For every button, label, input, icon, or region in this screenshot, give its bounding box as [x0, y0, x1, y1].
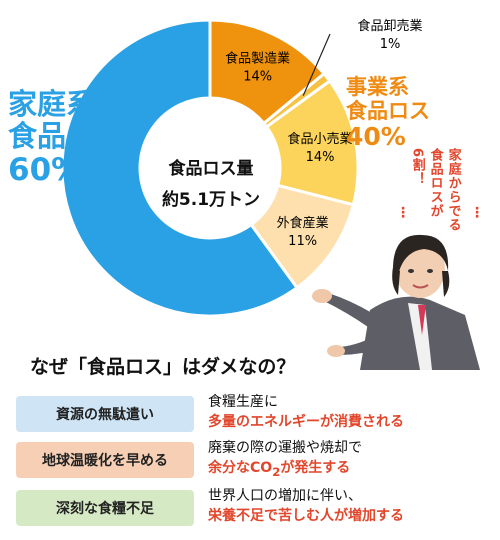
business-percent: 40% — [346, 122, 406, 152]
center-title: 食品ロス量 — [168, 159, 254, 179]
reason-2-line2-sub: 2 — [272, 465, 281, 480]
household-percent: 60% — [8, 151, 83, 188]
business-line1: 事業系 — [346, 75, 409, 99]
slice-name-3: 食品小売業 — [288, 131, 353, 147]
slice-value-3: 14% — [306, 150, 335, 165]
reason-row-2: 地球温暖化を早める 廃棄の際の運搬や焼却で 余分なCO2が発生する — [16, 438, 496, 482]
question-heading: なぜ「食品ロス」はダメなの？ — [30, 356, 296, 378]
slice-value-4: 11% — [288, 234, 317, 249]
speech-line3: 6割！ — [409, 148, 425, 187]
speech-line1: 家庭からでる — [445, 148, 461, 232]
slice-value-2: 1% — [380, 37, 401, 52]
reason-1-line2: 多量のエネルギーが消費される — [208, 414, 404, 431]
reason-label-2: 地球温暖化を早める — [16, 442, 194, 478]
center-amount: 約5.1万トン — [161, 190, 261, 210]
reason-1-line1: 食糧生産に — [208, 394, 278, 410]
reason-3-line2: 栄養不足で苦しむ人が増加する — [208, 508, 404, 525]
reason-text-2: 廃棄の際の運搬や焼却で 余分なCO2が発生する — [208, 438, 362, 481]
reason-2-line2-b: が発生する — [280, 460, 351, 477]
household-line2: 食品ロス — [8, 119, 125, 154]
reason-2-line2-a: 余分なCO — [208, 460, 273, 477]
reason-text-3: 世界人口の増加に伴い、 栄養不足で苦しむ人が増加する — [208, 486, 404, 527]
speech-dots-left: ⋮ — [396, 205, 410, 221]
wholesale-callout-line — [302, 33, 331, 96]
slice-value-1: 14% — [243, 70, 272, 85]
speech-dots-right: ⋮ — [470, 205, 484, 221]
household-loss-label: 家庭系 食品ロス 60% — [8, 88, 124, 188]
presenter-illustration — [312, 234, 480, 370]
slice-name-4: 外食産業 — [277, 215, 329, 231]
slice-name-2: 食品卸売業 — [357, 18, 422, 34]
business-line2: 食品ロス — [346, 98, 430, 123]
business-loss-label: 事業系 食品ロス 40% — [346, 75, 430, 152]
reason-label-3: 深刻な食糧不足 — [16, 490, 194, 526]
pie-slice-5 — [60, 18, 300, 318]
slice-name-1: 食品製造業 — [225, 51, 290, 67]
food-loss-pie-chart: 食品製造業 14% 食品卸売業 1% 食品小売業 14% 外食産業 11% — [60, 18, 423, 318]
reason-text-1: 食糧生産に 多量のエネルギーが消費される — [208, 392, 404, 433]
reason-row-3: 深刻な食糧不足 世界人口の増加に伴い、 栄養不足で苦しむ人が増加する — [16, 486, 496, 530]
pie-center-label: 食品ロス量 約5.1万トン — [143, 154, 279, 210]
reason-row-1: 資源の無駄遣い 食糧生産に 多量のエネルギーが消費される — [16, 392, 496, 436]
reason-3-line1: 世界人口の増加に伴い、 — [208, 488, 362, 504]
reason-label-1: 資源の無駄遣い — [16, 396, 194, 432]
speech-line2: 食品ロスが — [427, 148, 443, 218]
household-line1: 家庭系 — [8, 87, 96, 121]
reason-2-line2: 余分なCO2が発生する — [208, 458, 362, 481]
reason-2-line1: 廃棄の際の運搬や焼却で — [208, 440, 362, 456]
